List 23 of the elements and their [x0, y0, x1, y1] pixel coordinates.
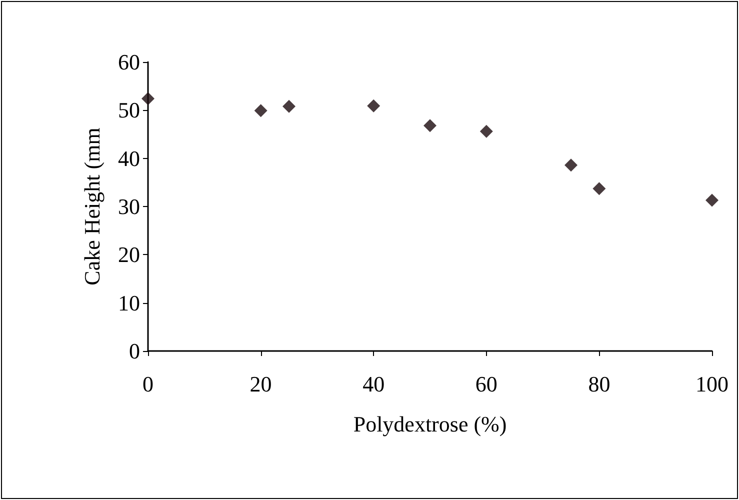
point — [367, 99, 380, 112]
point — [142, 92, 154, 106]
point — [706, 194, 718, 207]
y-tick-label: 20 — [118, 242, 140, 268]
y-tick-label: 60 — [118, 50, 140, 74]
point — [564, 158, 578, 172]
y-tick-label: 10 — [118, 290, 140, 316]
x-tick-label: 100 — [696, 372, 728, 396]
y-tick-label: 0 — [129, 338, 140, 364]
y-tick-label: 30 — [118, 194, 140, 219]
x-tick-label: 80 — [588, 372, 610, 396]
point — [424, 119, 436, 132]
x-tick-label: 40 — [362, 372, 385, 396]
x-tick-label: 20 — [250, 372, 272, 396]
point — [282, 100, 296, 113]
x-tick-label: 60 — [475, 372, 498, 396]
x-axis-title: Polydextrose (%) — [353, 412, 507, 436]
point — [254, 104, 268, 118]
y-axis-title: Cake Height (mm — [80, 128, 104, 286]
y-tick-label: 50 — [118, 98, 140, 123]
point — [592, 182, 606, 196]
y-tick-label: 40 — [118, 146, 140, 171]
point — [480, 124, 493, 138]
